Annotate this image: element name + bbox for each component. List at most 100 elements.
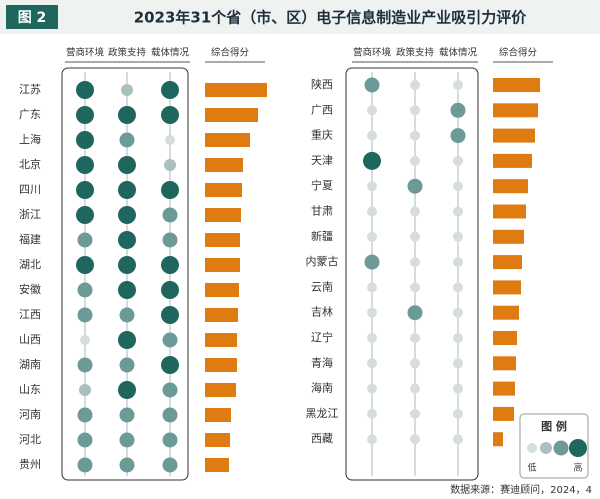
level-dot: [77, 432, 93, 448]
region-label: 湖南: [19, 358, 41, 371]
level-dot: [367, 181, 377, 192]
score-bar: [205, 358, 237, 372]
level-dot: [453, 231, 463, 242]
score-bar: [493, 255, 522, 270]
level-dot: [410, 130, 420, 141]
region-label: 辽宁: [311, 330, 333, 344]
level-dot: [162, 332, 178, 348]
panel-frame: [61, 67, 189, 481]
score-header: 综合得分: [211, 47, 250, 59]
level-dot: [410, 231, 420, 242]
score-bar: [205, 433, 230, 447]
level-dot: [118, 331, 136, 349]
level-dot: [450, 102, 466, 118]
level-dot: [162, 207, 178, 223]
level-dot: [119, 432, 135, 448]
region-label: 山东: [19, 383, 41, 396]
score-bar: [493, 305, 519, 320]
score-header: 综合得分: [499, 47, 538, 59]
score-bar: [205, 158, 243, 172]
score-bar: [205, 458, 229, 472]
legend-title: 图 例: [541, 419, 567, 433]
column-header: 政策支持: [396, 47, 435, 59]
level-dot: [364, 77, 380, 93]
legend-high: 高: [573, 462, 582, 474]
column-header: 营商环境: [66, 47, 105, 59]
region-label: 广东: [19, 108, 41, 121]
level-dot: [76, 206, 94, 224]
chart-title: 2023年31个省（市、区）电子信息制造业产业吸引力评价: [134, 9, 528, 27]
level-dot: [76, 131, 94, 149]
region-label: 福建: [19, 232, 41, 246]
level-dot: [453, 155, 463, 166]
score-bar: [205, 383, 236, 397]
score-bar: [205, 333, 237, 347]
level-dot: [453, 333, 463, 343]
level-dot: [410, 282, 420, 293]
region-label: 陕西: [311, 77, 333, 91]
score-bar: [493, 78, 540, 92]
score-bar: [493, 153, 532, 168]
level-dot: [161, 181, 179, 199]
region-label: 吉林: [311, 305, 333, 319]
level-dot: [367, 282, 377, 293]
region-label: 浙江: [19, 208, 41, 221]
score-bar: [493, 179, 528, 194]
level-dot: [410, 408, 420, 419]
level-dot: [410, 434, 420, 445]
legend-low: 低: [527, 462, 536, 474]
legend-dot: [569, 439, 587, 457]
region-label: 湖北: [19, 258, 41, 271]
level-dot: [76, 106, 94, 124]
level-dot: [161, 256, 179, 274]
column-header: 载体情况: [439, 47, 478, 59]
level-dot: [410, 105, 420, 116]
level-dot: [410, 155, 420, 166]
region-label: 重庆: [311, 128, 333, 142]
level-dot: [367, 333, 377, 343]
level-dot: [118, 281, 136, 299]
figure-label: 图 2: [18, 10, 47, 26]
score-bar: [205, 108, 258, 122]
region-label: 山西: [19, 333, 41, 346]
legend-dot: [540, 442, 552, 454]
level-dot: [410, 257, 420, 268]
level-dot: [119, 307, 135, 323]
score-bar: [493, 432, 503, 447]
region-label: 河南: [19, 408, 41, 421]
score-bar: [205, 233, 240, 247]
level-dot: [161, 281, 179, 299]
level-dot: [367, 307, 377, 318]
level-dot: [410, 333, 420, 343]
level-dot: [453, 206, 463, 217]
level-dot: [77, 307, 93, 323]
score-bar: [493, 128, 535, 143]
score-bar: [205, 208, 241, 222]
level-dot: [407, 178, 423, 194]
region-label: 河北: [19, 433, 41, 446]
score-bar: [205, 133, 250, 147]
level-dot: [367, 130, 377, 141]
score-bar: [493, 229, 524, 244]
level-dot: [453, 358, 463, 369]
level-dot: [118, 181, 136, 199]
level-dot: [162, 457, 178, 473]
level-dot: [453, 257, 463, 268]
region-label: 四川: [19, 183, 41, 196]
score-bar: [493, 356, 516, 371]
score-bar: [205, 308, 238, 322]
level-dot: [162, 382, 178, 398]
panel-frame: [345, 67, 479, 481]
level-dot: [118, 231, 136, 249]
level-dot: [367, 105, 377, 116]
score-bar: [205, 283, 239, 297]
level-dot: [367, 231, 377, 242]
region-label: 天津: [311, 154, 333, 167]
level-dot: [367, 434, 377, 445]
level-dot: [453, 181, 463, 192]
score-bar: [493, 280, 521, 295]
score-bar: [205, 258, 240, 272]
level-dot: [410, 358, 420, 369]
level-dot: [118, 106, 136, 124]
